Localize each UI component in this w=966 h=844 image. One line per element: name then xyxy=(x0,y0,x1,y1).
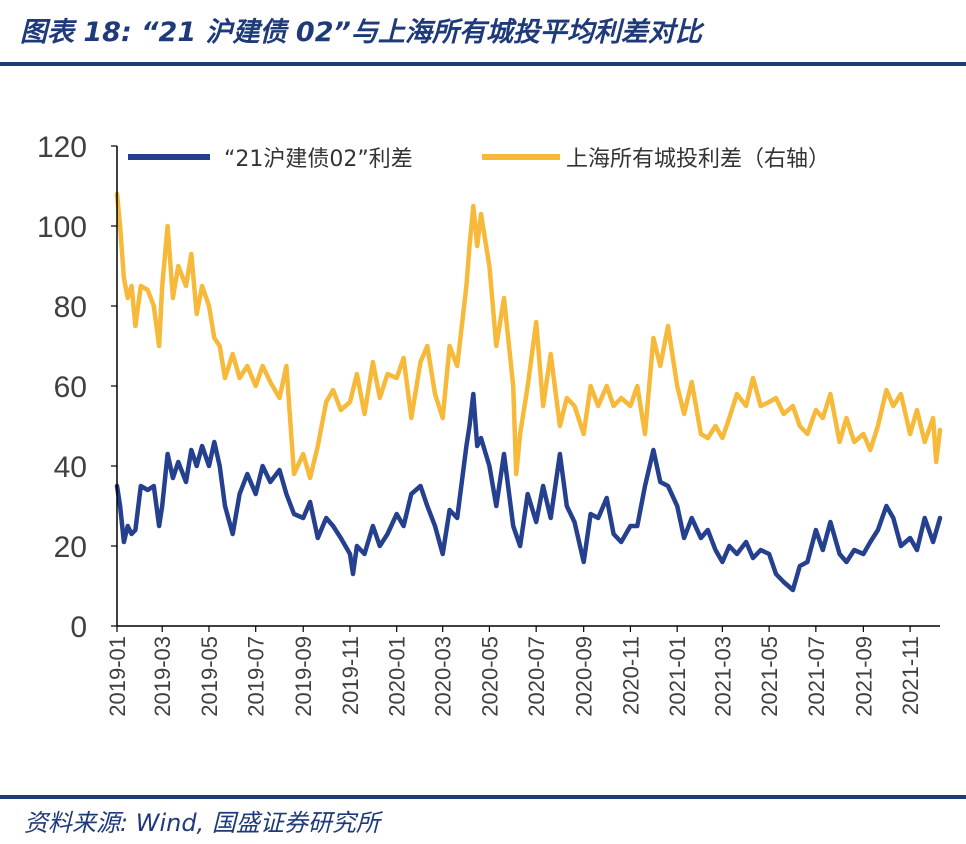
source-rule xyxy=(0,795,966,799)
y-axis-ticks: 0 20 40 60 80 100 120 xyxy=(37,131,117,644)
y-tick-label: 80 xyxy=(54,291,87,324)
x-tick-label: 2019-05 xyxy=(197,636,222,717)
y-tick-label: 0 xyxy=(70,611,87,644)
title-rule xyxy=(0,62,966,66)
y-tick-label: 60 xyxy=(54,371,87,404)
y-tick-label: 40 xyxy=(54,451,87,484)
series-line-city-avg-spread xyxy=(114,191,943,481)
x-tick-label: 2020-03 xyxy=(431,636,456,717)
x-tick-label: 2020-11 xyxy=(618,636,643,715)
x-tick-label: 2019-07 xyxy=(244,636,269,717)
x-tick-label: 2019-09 xyxy=(291,636,316,717)
series-line-bond-spread xyxy=(114,391,943,593)
x-tick-label: 2019-11 xyxy=(338,636,363,715)
x-tick-label: 2021-07 xyxy=(804,636,829,717)
x-tick-label: 2020-05 xyxy=(477,636,502,717)
x-tick-label: 2019-01 xyxy=(105,636,130,717)
x-tick-label: 2019-03 xyxy=(150,636,175,717)
x-tick-label: 2021-03 xyxy=(710,636,735,717)
x-tick-label: 2021-05 xyxy=(757,636,782,717)
source-note: 资料来源: Wind, 国盛证券研究所 xyxy=(24,809,380,837)
x-tick-label: 2021-11 xyxy=(898,636,923,715)
legend-label-series-b: 上海所有城投利差（右轴） xyxy=(566,147,830,172)
x-tick-label: 2021-01 xyxy=(665,636,690,717)
y-tick-label: 120 xyxy=(37,131,87,164)
x-tick-label: 2020-01 xyxy=(385,636,410,717)
legend: “21沪建债02”利差 上海所有城投利差（右轴） xyxy=(128,147,830,172)
y-tick-label: 100 xyxy=(37,211,87,244)
x-tick-label: 2021-09 xyxy=(851,636,876,717)
figure-title: 图表 18: “21 沪建债 02”与上海所有城投平均利差对比 xyxy=(20,17,702,48)
x-axis-ticks: 2019-01 2019-03 2019-05 2019-07 2019-09 2019-… xyxy=(105,626,923,717)
y-tick-label: 20 xyxy=(54,531,87,564)
series-layer xyxy=(114,191,943,593)
x-tick-label: 2020-07 xyxy=(524,636,549,717)
x-tick-label: 2020-09 xyxy=(572,636,597,717)
legend-label-series-a: “21沪建债02”利差 xyxy=(224,147,413,172)
